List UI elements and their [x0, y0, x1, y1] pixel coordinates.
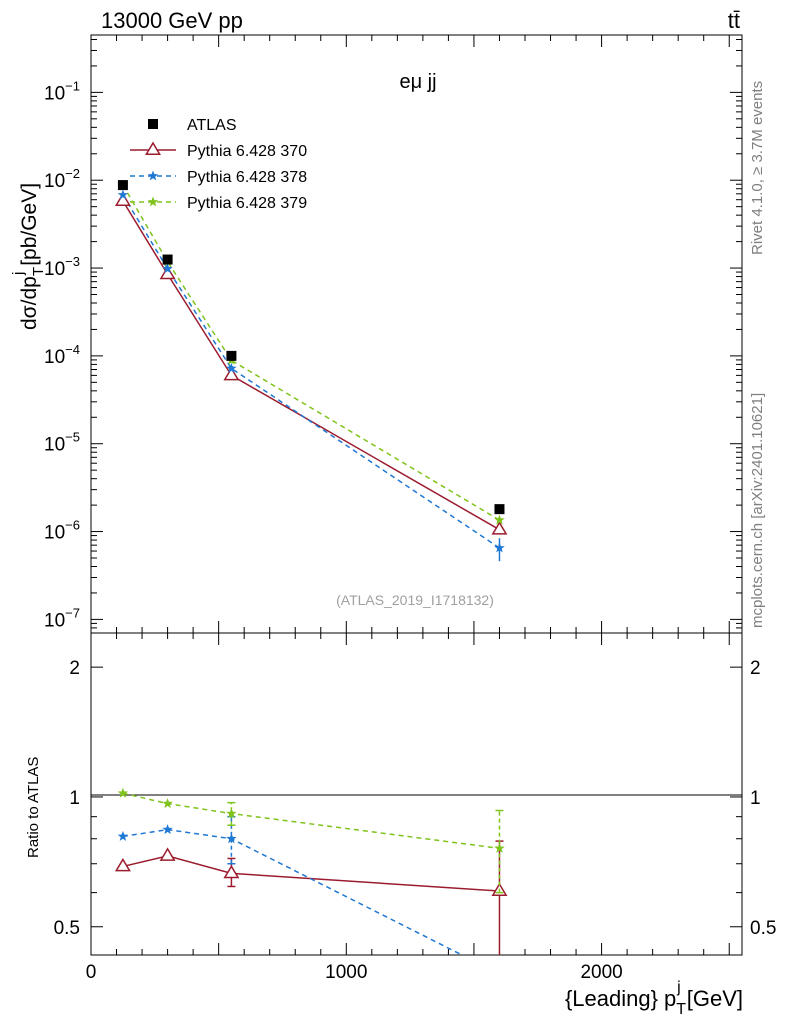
- main-data-point: [226, 362, 237, 373]
- ratio-data-point: [162, 824, 173, 835]
- ratio-series-line: [122, 792, 500, 850]
- energy-label: 13000 GeV pp: [101, 8, 243, 33]
- ratio-data-point: [226, 808, 237, 818]
- ratio-y-tick-label-right: 2: [750, 658, 761, 679]
- ratio-y-tick-label: 1: [69, 788, 80, 809]
- process-label: tt̄: [728, 8, 740, 33]
- main-series-line: [122, 194, 500, 549]
- ratio-series: [114, 840, 508, 955]
- ratio-panel: 0.5 0.5 1 1 2 2 0 1000 2000 Ratio to ATLAS {Lea…: [25, 632, 777, 1018]
- legend-marker: [145, 141, 161, 155]
- main-y-tick-label: 10−7: [44, 605, 80, 631]
- main-y-tick-label: 10−1: [44, 78, 80, 104]
- main-data-point: [223, 366, 240, 381]
- ratio-y-tick-label: 2: [69, 658, 80, 679]
- main-data-point: [117, 180, 128, 191]
- ratio-data-point: [117, 787, 129, 798]
- main-data-point: [114, 192, 131, 206]
- ratio-data-point: [226, 833, 237, 844]
- legend-label: Pythia 6.428 379: [187, 195, 307, 212]
- main-title: eμ jj: [399, 71, 436, 93]
- ratio-y-label: Ratio to ATLAS: [25, 757, 42, 858]
- main-data: [114, 179, 508, 562]
- main-y-tick-label: 10−2: [44, 166, 80, 192]
- x-axis-label: {Leading} pTj [GeV]: [565, 979, 743, 1018]
- ratio-data-point: [114, 857, 131, 872]
- main-x-ticks: [90, 35, 730, 633]
- legend: ATLAS Pythia 6.428 370 Pythia 6.428 378 Pyt…: [130, 117, 307, 212]
- main-data-point: [162, 254, 173, 265]
- ratio-data-point: [159, 847, 176, 861]
- ratio-data-point: [223, 864, 240, 879]
- main-y-tick-label: 10−4: [44, 342, 80, 368]
- rivet-label: Rivet 4.1.0, ≥ 3.7M events: [749, 81, 766, 255]
- ratio-x-ticks: 0 1000 2000: [86, 633, 730, 983]
- ratio-y-ticks: 0.5 0.5 1 1 2 2: [54, 658, 777, 939]
- ratio-frame: [90, 632, 743, 956]
- legend-marker: [148, 119, 158, 129]
- legend-marker: [147, 196, 159, 207]
- main-series-line: [122, 184, 500, 521]
- main-panel: 10−7 10−6 10−5 10−4 10−3 10−2 10−1 eμ jj (ATLA…: [10, 34, 743, 634]
- main-y-tick-label: 10−5: [44, 430, 80, 456]
- main-data-point: [494, 504, 505, 515]
- legend-label: Pythia 6.428 370: [187, 143, 307, 160]
- ratio-y-tick-label-right: 1: [750, 788, 761, 809]
- main-data-point: [117, 189, 129, 200]
- analysis-id: (ATLAS_2019_I1718132): [336, 592, 494, 608]
- ratio-y-tick-label-right: 0.5: [750, 918, 776, 939]
- main-y-tick-label: 10−6: [44, 518, 80, 544]
- ratio-data-point: [162, 798, 173, 809]
- ratio-data-point: [494, 842, 505, 853]
- main-series-line: [122, 200, 500, 531]
- legend-label: Pythia 6.428 378: [187, 169, 307, 186]
- ratio-data-point: [117, 830, 129, 841]
- ratio-series-line: [122, 855, 500, 892]
- x-tick-label: 0: [86, 962, 97, 983]
- x-tick-label: 2000: [580, 962, 622, 983]
- legend-label: ATLAS: [187, 117, 237, 134]
- ratio-series-line: [122, 828, 464, 955]
- x-tick-label: 1000: [325, 962, 367, 983]
- ratio-y-tick-label: 0.5: [54, 918, 80, 939]
- main-data-point: [494, 514, 505, 525]
- main-y-ticks: 10−7 10−6 10−5 10−4 10−3 10−2 10−1: [44, 38, 742, 634]
- source-label: mcplots.cern.ch [arXiv:2401.10621]: [749, 393, 766, 628]
- main-data-point: [491, 521, 508, 535]
- ratio-data: [114, 787, 508, 955]
- main-data-point: [226, 350, 237, 361]
- main-data-point: [159, 265, 176, 280]
- main-y-tick-label: 10−3: [44, 254, 80, 280]
- main-y-label: dσ/dpTj [pb/GeV]: [10, 183, 47, 330]
- ratio-series: [117, 787, 505, 894]
- main-data-point: [494, 542, 505, 553]
- legend-marker: [147, 170, 159, 181]
- main-data-point: [162, 263, 173, 274]
